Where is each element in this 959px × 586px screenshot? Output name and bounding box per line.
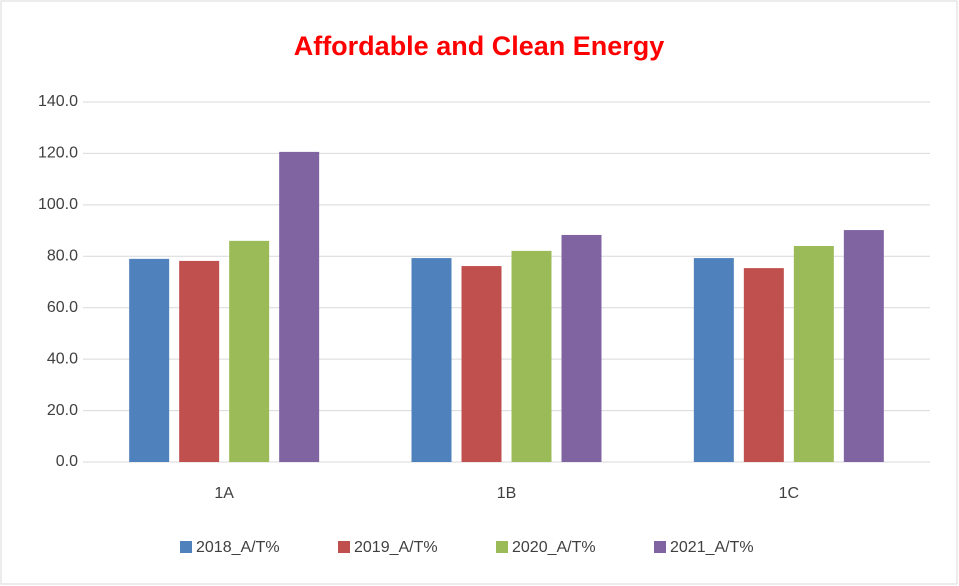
y-tick-label: 120.0: [38, 145, 78, 162]
bar: [229, 240, 270, 462]
y-tick-label: 60.0: [47, 299, 78, 316]
bar: [411, 258, 452, 462]
bar: [843, 230, 884, 462]
bar: [279, 151, 320, 462]
bar: [461, 266, 502, 462]
chart-title: Affordable and Clean Energy: [294, 31, 665, 61]
y-tick-label: 0.0: [56, 453, 78, 470]
y-tick-label: 140.0: [38, 93, 78, 110]
bar: [743, 268, 784, 462]
y-tick-label: 100.0: [38, 196, 78, 213]
x-tick-label: 1A: [214, 485, 234, 502]
y-tick-label: 40.0: [47, 350, 78, 367]
bar: [561, 234, 602, 462]
legend-label: 2018_A/T%: [196, 539, 280, 556]
legend-label: 2019_A/T%: [354, 539, 438, 556]
legend-swatch: [496, 541, 508, 553]
legend-label: 2021_A/T%: [670, 539, 754, 556]
legend-swatch: [180, 541, 192, 553]
y-tick-label: 80.0: [47, 248, 78, 265]
x-tick-label: 1C: [779, 485, 799, 502]
x-tick-label: 1B: [497, 485, 517, 502]
bar: [511, 250, 552, 462]
legend-swatch: [654, 541, 666, 553]
legend-swatch: [338, 541, 350, 553]
bar: [693, 258, 734, 462]
bar: [793, 246, 834, 462]
y-tick-label: 20.0: [47, 402, 78, 419]
bar: [129, 258, 170, 462]
legend-label: 2020_A/T%: [512, 539, 596, 556]
bar: [179, 260, 220, 462]
